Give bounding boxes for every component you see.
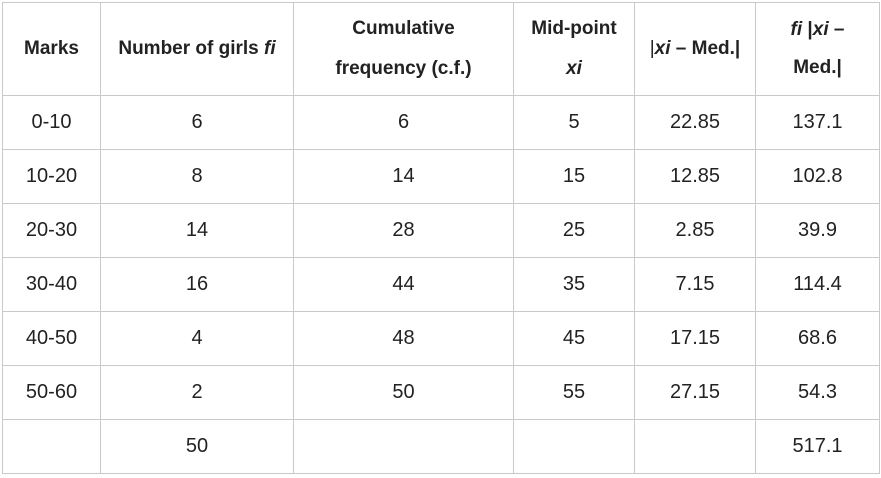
- header-weighted-deviation: fi |xi – Med.|: [755, 2, 880, 96]
- header-number-of-girls: Number of girls fi: [100, 2, 294, 96]
- cell-total-marks: [2, 419, 101, 474]
- cell-cf: 28: [293, 203, 514, 258]
- table-row: 0-10 6 6 5 22.85 137.1: [2, 95, 880, 150]
- cell-cf: 44: [293, 257, 514, 312]
- cell-girls: 4: [100, 311, 294, 366]
- header-mid-point: Mid-point xi: [513, 2, 635, 96]
- header-absolute-deviation: |xi – Med.|: [634, 2, 756, 96]
- cell-dev: 22.85: [634, 95, 756, 150]
- cell-girls: 14: [100, 203, 294, 258]
- cell-mid: 45: [513, 311, 635, 366]
- cell-prod: 114.4: [755, 257, 880, 312]
- header-cumulative-frequency: Cumulative frequency (c.f.): [293, 2, 514, 96]
- cell-mid: 25: [513, 203, 635, 258]
- cell-mid: 5: [513, 95, 635, 150]
- cell-marks: 0-10: [2, 95, 101, 150]
- cell-cf: 48: [293, 311, 514, 366]
- cell-dev: 2.85: [634, 203, 756, 258]
- cell-prod: 102.8: [755, 149, 880, 204]
- table-row: 20-30 14 28 25 2.85 39.9: [2, 203, 880, 258]
- cell-total-mid: [513, 419, 635, 474]
- cell-total-cf: [293, 419, 514, 474]
- cell-dev: 27.15: [634, 365, 756, 420]
- cell-girls: 8: [100, 149, 294, 204]
- header-marks: Marks: [2, 2, 101, 96]
- cell-total-girls: 50: [100, 419, 294, 474]
- cell-prod: 68.6: [755, 311, 880, 366]
- cell-mid: 35: [513, 257, 635, 312]
- cell-mid: 55: [513, 365, 635, 420]
- cell-dev: 17.15: [634, 311, 756, 366]
- cell-cf: 50: [293, 365, 514, 420]
- table-row: 10-20 8 14 15 12.85 102.8: [2, 149, 880, 204]
- cell-mid: 15: [513, 149, 635, 204]
- table-row: 30-40 16 44 35 7.15 114.4: [2, 257, 880, 312]
- cell-girls: 16: [100, 257, 294, 312]
- cell-marks: 20-30: [2, 203, 101, 258]
- cell-cf: 6: [293, 95, 514, 150]
- total-row: 50 517.1: [2, 419, 880, 474]
- cell-cf: 14: [293, 149, 514, 204]
- cell-marks: 50-60: [2, 365, 101, 420]
- cell-total-prod: 517.1: [755, 419, 880, 474]
- cell-marks: 30-40: [2, 257, 101, 312]
- cell-girls: 2: [100, 365, 294, 420]
- cell-prod: 39.9: [755, 203, 880, 258]
- header-row: Marks Number of girls fi Cumulative freq…: [2, 2, 880, 96]
- cell-total-dev: [634, 419, 756, 474]
- table-row: 50-60 2 50 55 27.15 54.3: [2, 365, 880, 420]
- cell-girls: 6: [100, 95, 294, 150]
- cell-dev: 12.85: [634, 149, 756, 204]
- cell-prod: 54.3: [755, 365, 880, 420]
- cell-prod: 137.1: [755, 95, 880, 150]
- cell-dev: 7.15: [634, 257, 756, 312]
- cell-marks: 10-20: [2, 149, 101, 204]
- cell-marks: 40-50: [2, 311, 101, 366]
- table-row: 40-50 4 48 45 17.15 68.6: [2, 311, 880, 366]
